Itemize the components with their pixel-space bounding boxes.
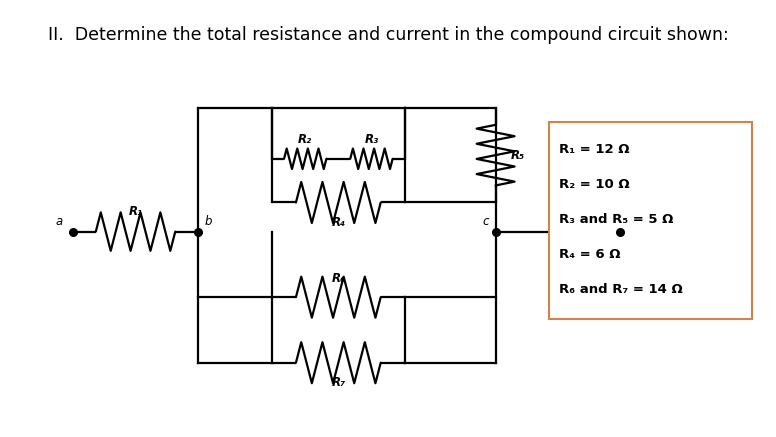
FancyBboxPatch shape: [549, 122, 752, 319]
Text: R₂ = 10 Ω: R₂ = 10 Ω: [559, 178, 630, 191]
Text: R₄ = 6 Ω: R₄ = 6 Ω: [559, 248, 621, 260]
Text: a: a: [55, 215, 63, 228]
Text: R₆ and R₇ = 14 Ω: R₆ and R₇ = 14 Ω: [559, 283, 683, 295]
Text: R₁ = 12 Ω: R₁ = 12 Ω: [559, 143, 630, 156]
Text: b: b: [204, 215, 212, 228]
Text: R₇: R₇: [331, 376, 345, 389]
Text: R₃ and R₅ = 5 Ω: R₃ and R₅ = 5 Ω: [559, 213, 674, 225]
Text: R₄: R₄: [331, 215, 345, 229]
Text: R₃: R₃: [365, 133, 379, 146]
Text: d: d: [628, 215, 636, 228]
Text: R₆: R₆: [331, 272, 345, 285]
Text: R₅: R₅: [511, 149, 525, 162]
Text: II.  Determine the total resistance and current in the compound circuit shown:: II. Determine the total resistance and c…: [47, 25, 729, 44]
Text: R₁: R₁: [129, 205, 143, 218]
Text: R₂: R₂: [298, 133, 312, 146]
Text: c: c: [483, 215, 489, 228]
